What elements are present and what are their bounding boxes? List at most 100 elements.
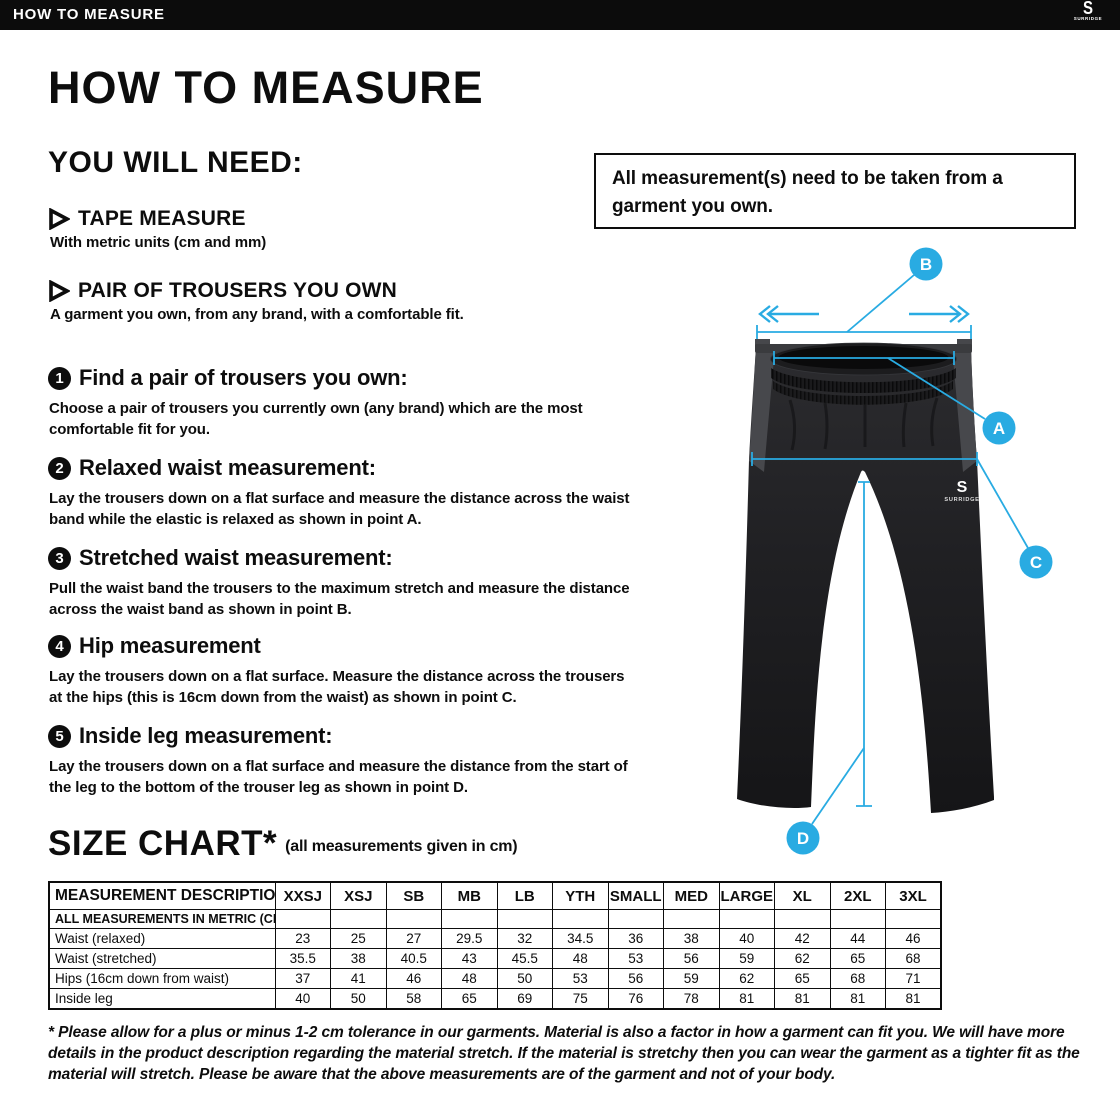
table-header-cell: MB — [441, 881, 498, 910]
row-label: Waist (stretched) — [48, 948, 276, 969]
metric-note-row: ALL MEASUREMENTS IN METRIC (CM) — [48, 909, 942, 929]
empty-cell — [274, 909, 331, 929]
need-item-desc: With metric units (cm and mm) — [50, 234, 267, 251]
step-title: Find a pair of trousers you own: — [79, 365, 408, 390]
top-bar: HOW TO MEASURE S SURRIDGE — [0, 0, 1120, 30]
empty-cell — [774, 909, 831, 929]
tolerance-footnote: * Please allow for a plus or minus 1-2 c… — [48, 1024, 1080, 1083]
empty-cell — [885, 909, 942, 929]
value-cell: 36 — [607, 928, 664, 949]
value-cell: 35.5 — [274, 948, 331, 969]
value-cell: 53 — [607, 948, 664, 969]
row-label: Waist (relaxed) — [48, 928, 276, 949]
marker-b-badge: B — [909, 247, 943, 281]
value-cell: 46 — [385, 968, 442, 989]
table-header-cell: XXSJ — [274, 881, 331, 910]
step-description: Lay the trousers down on a flat surface … — [49, 490, 630, 528]
svg-text:S: S — [957, 479, 968, 496]
value-cell: 78 — [663, 988, 720, 1010]
step-5: 5 Inside leg measurement: Lay the trousers… — [48, 723, 648, 798]
value-cell: 25 — [330, 928, 387, 949]
value-cell: 65 — [441, 988, 498, 1010]
empty-cell — [496, 909, 553, 929]
marker-a-badge: A — [982, 411, 1016, 445]
empty-cell — [385, 909, 442, 929]
marker-d-badge: D — [786, 821, 820, 855]
value-cell: 40 — [718, 928, 775, 949]
table-header-cell: XL — [774, 881, 831, 910]
empty-cell — [330, 909, 387, 929]
value-cell: 71 — [885, 968, 942, 989]
step-description: Lay the trousers down on a flat surface.… — [49, 668, 625, 706]
need-item-label: PAIR OF TROUSERS YOU OWN — [78, 279, 398, 302]
table-header-cell: MEASUREMENT DESCRIPTION — [48, 881, 276, 910]
page-title: HOW TO MEASURE — [48, 62, 484, 113]
measure-steps: 1 Find a pair of trousers you own: Choose … — [48, 365, 648, 835]
table-header-cell: LARGE — [718, 881, 775, 910]
value-cell: 81 — [829, 988, 886, 1010]
step-number-badge: 4 — [48, 634, 71, 658]
step-number-badge: 3 — [48, 546, 71, 570]
value-cell: 40.5 — [385, 948, 442, 969]
value-cell: 29.5 — [441, 928, 498, 949]
value-cell: 68 — [829, 968, 886, 989]
value-cell: 41 — [330, 968, 387, 989]
measurement-annotations: B A C D — [751, 247, 1053, 855]
value-cell: 68 — [885, 948, 942, 969]
value-cell: 45.5 — [496, 948, 553, 969]
empty-cell — [718, 909, 775, 929]
svg-text:C: C — [1030, 553, 1042, 572]
you-will-need-title: YOU WILL NEED: — [48, 146, 303, 179]
need-item-desc: A garment you own, from any brand, with … — [50, 306, 464, 323]
value-cell: 56 — [607, 968, 664, 989]
need-item-trousers: PAIR OF TROUSERS YOU OWN A garment you o… — [48, 279, 648, 323]
row-label: Hips (16cm down from waist) — [48, 968, 276, 989]
step-2: 2 Relaxed waist measurement: Lay the trous… — [48, 455, 648, 530]
trousers-illustration: S SURRIDGE — [737, 339, 994, 813]
value-cell: 42 — [774, 928, 831, 949]
table-header-cell: 3XL — [885, 881, 942, 910]
table-row: Inside leg 40 50 58 65 69 75 76 78 81 81 81 81 — [48, 988, 942, 1010]
value-cell: 62 — [774, 948, 831, 969]
size-chart-table: MEASUREMENT DESCRIPTION XXSJ XSJ SB MB LB YTH S… — [48, 881, 942, 1010]
step-description: Choose a pair of trousers you currently … — [49, 400, 583, 438]
svg-text:D: D — [797, 829, 809, 848]
value-cell: 75 — [552, 988, 609, 1010]
table-header-cell: YTH — [552, 881, 609, 910]
value-cell: 56 — [663, 948, 720, 969]
marker-c-lines — [751, 452, 1029, 549]
surridge-s-icon: S — [1082, 0, 1093, 19]
value-cell: 81 — [885, 988, 942, 1010]
table-row: Waist (relaxed) 23 25 27 29.5 32 34.5 36 38 40 42 4… — [48, 928, 942, 949]
table-header-cell: SMALL — [607, 881, 664, 910]
empty-cell — [607, 909, 664, 929]
empty-cell — [829, 909, 886, 929]
table-header-row: MEASUREMENT DESCRIPTION XXSJ XSJ SB MB LB YTH S… — [48, 881, 942, 910]
triangle-bullet-icon — [49, 280, 70, 302]
value-cell: 46 — [885, 928, 942, 949]
value-cell: 62 — [718, 968, 775, 989]
step-title: Relaxed waist measurement: — [79, 455, 376, 480]
empty-cell — [552, 909, 609, 929]
marker-d-lines — [811, 481, 872, 825]
value-cell: 76 — [607, 988, 664, 1010]
value-cell: 38 — [330, 948, 387, 969]
step-description: Lay the trousers down on a flat surface … — [49, 758, 628, 796]
step-description: Pull the waist band the trousers to the … — [49, 580, 630, 618]
marker-b-lines — [756, 274, 972, 339]
value-cell: 34.5 — [552, 928, 609, 949]
svg-text:SURRIDGE: SURRIDGE — [944, 497, 979, 503]
row-label: Inside leg — [48, 988, 276, 1010]
metric-note-cell: ALL MEASUREMENTS IN METRIC (CM) — [48, 909, 276, 929]
value-cell: 27 — [385, 928, 442, 949]
svg-text:A: A — [993, 419, 1005, 438]
surridge-wordmark: SURRIDGE — [1073, 16, 1103, 21]
value-cell: 58 — [385, 988, 442, 1010]
step-4: 4 Hip measurement Lay the trousers down on… — [48, 633, 648, 708]
table-header-cell: LB — [496, 881, 553, 910]
top-bar-title: HOW TO MEASURE — [13, 6, 165, 23]
step-title: Inside leg measurement: — [79, 723, 333, 748]
note-box-text: All measurement(s) need to be taken from… — [612, 168, 1003, 217]
empty-cell — [441, 909, 498, 929]
value-cell: 65 — [774, 968, 831, 989]
